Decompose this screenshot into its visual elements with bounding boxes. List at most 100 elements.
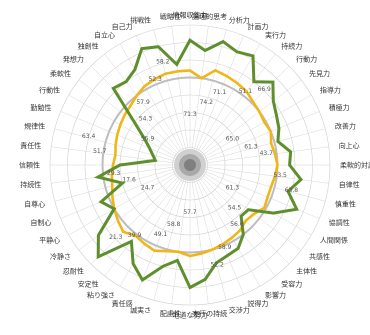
data-label: 61.3 (226, 185, 240, 192)
axis-label: 持続性 (20, 180, 41, 189)
axis-label: 自制心 (30, 218, 51, 227)
grid-spoke (189, 164, 290, 265)
axis-label: 規律性 (24, 122, 45, 131)
grid-spoke (68, 94, 191, 166)
grid-spoke (153, 164, 191, 301)
data-label: 74.2 (200, 99, 214, 106)
grid-spoke (60, 164, 191, 219)
axis-label: 持続力 (281, 42, 302, 51)
axis-label: 誠実さ (130, 305, 151, 314)
axis-label: 共感性 (309, 252, 330, 261)
grid-spoke (189, 53, 276, 166)
grid-spoke (189, 29, 227, 166)
axis-label: 計画力 (247, 22, 268, 31)
grid-spoke (189, 164, 244, 295)
grid-spoke (136, 35, 191, 166)
grid-spoke (189, 164, 302, 251)
axis-label: 柔軟性 (50, 69, 71, 78)
axis-label: 実行力 (265, 31, 286, 40)
axis-label: 挑戦性 (130, 16, 151, 25)
axis-label: 交渉力 (229, 305, 250, 314)
axis-label: 主体性 (296, 267, 317, 276)
data-label: 57.9 (136, 99, 150, 106)
grid-spoke (54, 128, 191, 166)
data-label: 51.1 (239, 88, 253, 95)
grid-spoke (60, 111, 191, 166)
data-label-layer: 71.374.271.1 51.1 66.965.061.343.753.563.8… (82, 59, 298, 269)
data-label: 53.5 (274, 172, 288, 179)
data-label: 61.3 (244, 144, 258, 151)
axis-label: 平静心 (39, 236, 60, 245)
grid-spoke (189, 146, 329, 166)
grid-spoke (51, 146, 191, 166)
axis-label: 情報収集力 (173, 11, 208, 20)
axis-label: 独創性 (78, 42, 99, 51)
data-label: 43.7 (260, 150, 274, 157)
axis-label: 分析力 (229, 16, 250, 25)
grid-spoke (90, 164, 191, 265)
grid-spoke (153, 29, 191, 166)
axis-label: 行動力 (296, 54, 317, 63)
data-label: 58.8 (167, 221, 181, 228)
grid-spoke (171, 26, 191, 166)
axis-label: 地道な努力 (173, 311, 208, 320)
data-label: 58.9 (218, 244, 232, 251)
axis-label: 責任性 (20, 141, 41, 150)
data-label: 56.6 (230, 221, 244, 228)
grid-spoke (119, 43, 191, 166)
grid-spoke (189, 79, 302, 166)
axis-label: 粘り強さ (87, 290, 115, 299)
axis-label: 発想力 (63, 54, 84, 63)
data-label: 17.6 (122, 176, 136, 183)
axis-label: 人間関係 (320, 236, 348, 245)
grid-spoke (189, 164, 329, 184)
grid-spoke (171, 164, 191, 304)
grid-spoke (51, 164, 191, 184)
axis-label: 受容力 (281, 280, 302, 289)
grid-spoke (189, 164, 312, 236)
grid-spoke (136, 164, 191, 295)
grid-spoke (104, 53, 191, 166)
grid-spoke (68, 164, 191, 236)
data-label: 52.3 (149, 76, 163, 83)
data-label: 54.3 (139, 116, 153, 123)
series-line-yellow (110, 68, 279, 258)
data-label: 21.3 (109, 234, 123, 241)
axis-label: 先見力 (309, 69, 330, 78)
data-label: 63.4 (82, 133, 96, 140)
axis-label: 協調性 (329, 218, 350, 227)
axis-label: 行動性 (39, 86, 60, 95)
data-label: 63.8 (285, 187, 299, 194)
axis-label: 指導力 (320, 86, 341, 95)
axis-label: 自己力 (112, 22, 133, 31)
data-label: 71.3 (183, 111, 197, 118)
axis-label: 自律性 (339, 180, 360, 189)
axis-label: 説得力 (247, 299, 268, 308)
grid-spoke (189, 35, 244, 166)
data-label: 52.2 (211, 261, 225, 268)
axis-label: 積極力 (329, 103, 350, 112)
grid-spoke (90, 65, 191, 166)
axis-label: 勤勉性 (30, 103, 51, 112)
axis-label: 戦略性 (160, 12, 181, 21)
data-label: 66.9 (258, 86, 272, 93)
data-label: 54.5 (228, 205, 242, 212)
data-label: 51.7 (93, 148, 107, 155)
axis-label: 冷静さ (50, 252, 71, 261)
series-layer (93, 38, 304, 290)
data-label: 24.7 (141, 185, 155, 192)
grid-spoke (189, 164, 261, 287)
grid-spoke (189, 164, 227, 301)
axis-label: 論理的思考 (192, 12, 227, 21)
axis-label: 自尊心 (24, 199, 45, 208)
axis-label: 向上心 (339, 141, 360, 150)
data-label: 71.1 (213, 89, 227, 96)
grid-spoke (104, 164, 191, 277)
grid-spoke (189, 164, 326, 202)
data-label: 29.3 (107, 170, 121, 177)
center-hub-disc (184, 159, 196, 171)
axis-label: 責任感 (112, 299, 133, 308)
axis-label: 柔軟的対応 (340, 161, 370, 170)
grid-spoke (189, 43, 261, 166)
